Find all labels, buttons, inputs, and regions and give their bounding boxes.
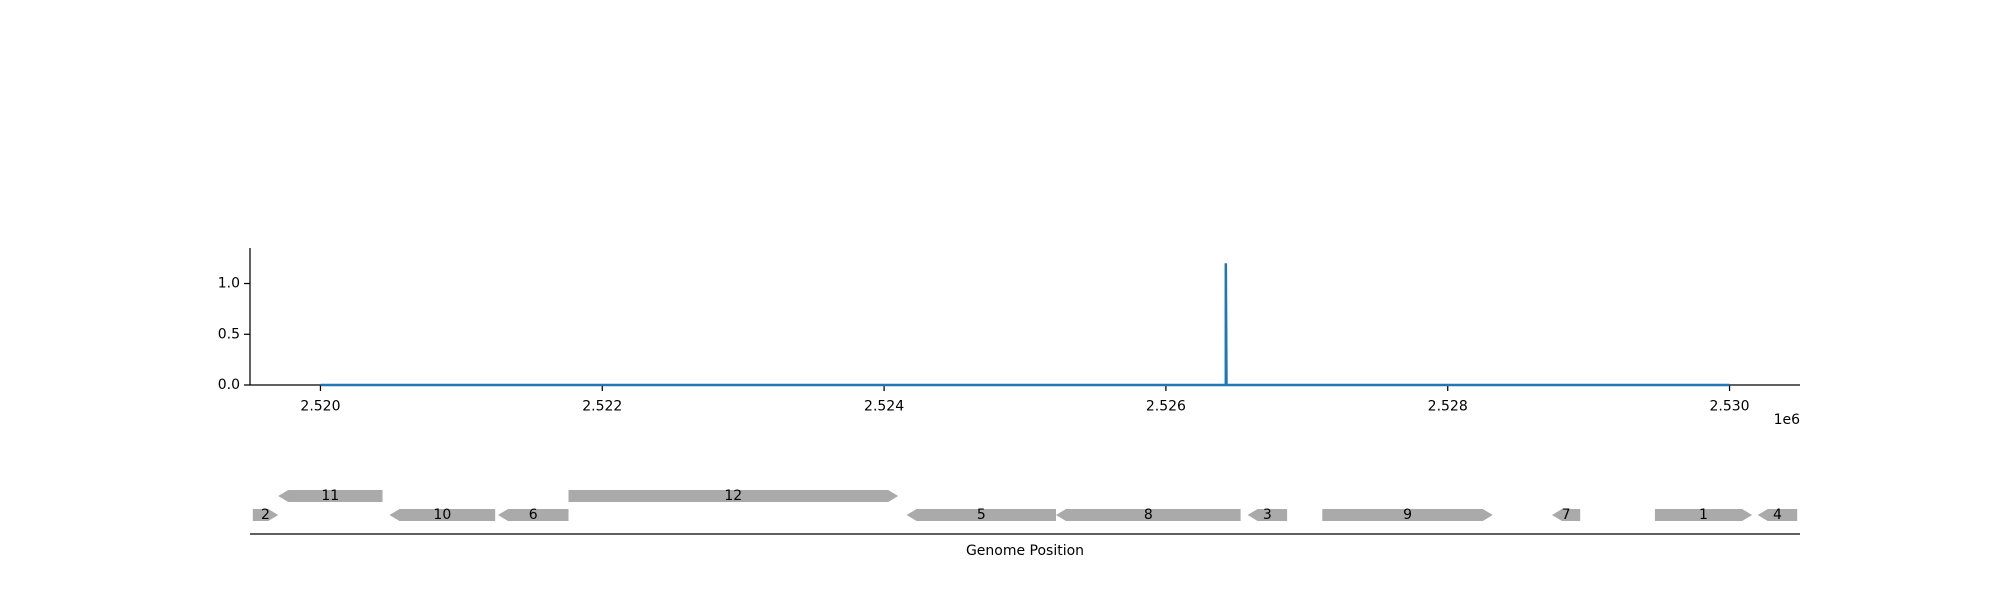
gene-track: 2 11 10 6 12 5 8 3 9 7 1 4 Genome Position — [250, 488, 1800, 559]
gene-12-arrow — [568, 490, 899, 502]
x-tick-label: 2.524 — [864, 399, 904, 415]
x-tick-label: 2.530 — [1709, 399, 1749, 415]
gene-4-arrow — [1757, 509, 1798, 521]
gene-8-label: 8 — [1144, 507, 1153, 523]
gene-3-label: 3 — [1263, 507, 1272, 523]
gene-11-arrow — [278, 490, 383, 502]
gene-7-arrow — [1552, 509, 1581, 521]
x-axis-offset-label: 1e6 — [1774, 412, 1801, 428]
y-tick-label: 0.0 — [218, 377, 240, 393]
coverage-plot: 0.0 0.5 1.0 2.520 2.522 2.524 2.526 2.528 2.530… — [218, 248, 1800, 428]
gene-4-label: 4 — [1773, 507, 1782, 523]
gene-1-arrow — [1654, 509, 1753, 521]
gene-features: 2 11 10 6 12 5 8 3 9 7 1 4 — [252, 488, 1798, 523]
y-tick-label: 0.5 — [218, 326, 240, 342]
gene-11-label: 11 — [321, 488, 339, 504]
gene-5-arrow — [906, 509, 1056, 521]
x-tick-label: 2.528 — [1428, 399, 1468, 415]
x-tick-label: 2.526 — [1146, 399, 1186, 415]
gene-9-label: 9 — [1403, 507, 1412, 523]
gene-1-label: 1 — [1699, 507, 1708, 523]
gene-5-label: 5 — [977, 507, 986, 523]
coverage-series-line — [320, 263, 1730, 387]
gene-7-label: 7 — [1562, 507, 1571, 523]
gene-9-arrow — [1322, 509, 1493, 521]
gene-10-arrow — [389, 509, 496, 521]
gene-12-label: 12 — [724, 488, 742, 504]
gene-2-label: 2 — [261, 507, 270, 523]
genome-position-axis-title: Genome Position — [966, 543, 1084, 559]
gene-2-arrow — [252, 509, 279, 521]
x-tick-label: 2.520 — [300, 399, 340, 415]
x-tick-label: 2.522 — [582, 399, 622, 415]
y-tick-label: 1.0 — [218, 276, 240, 292]
y-axis-ticks: 0.0 0.5 1.0 — [218, 276, 250, 393]
gene-3-arrow — [1247, 509, 1288, 521]
gene-6-arrow — [498, 509, 569, 521]
x-axis-ticks: 2.520 2.522 2.524 2.526 2.528 2.530 — [300, 385, 1750, 415]
gene-8-arrow — [1056, 509, 1241, 521]
gene-10-label: 10 — [433, 507, 451, 523]
gene-6-label: 6 — [529, 507, 538, 523]
